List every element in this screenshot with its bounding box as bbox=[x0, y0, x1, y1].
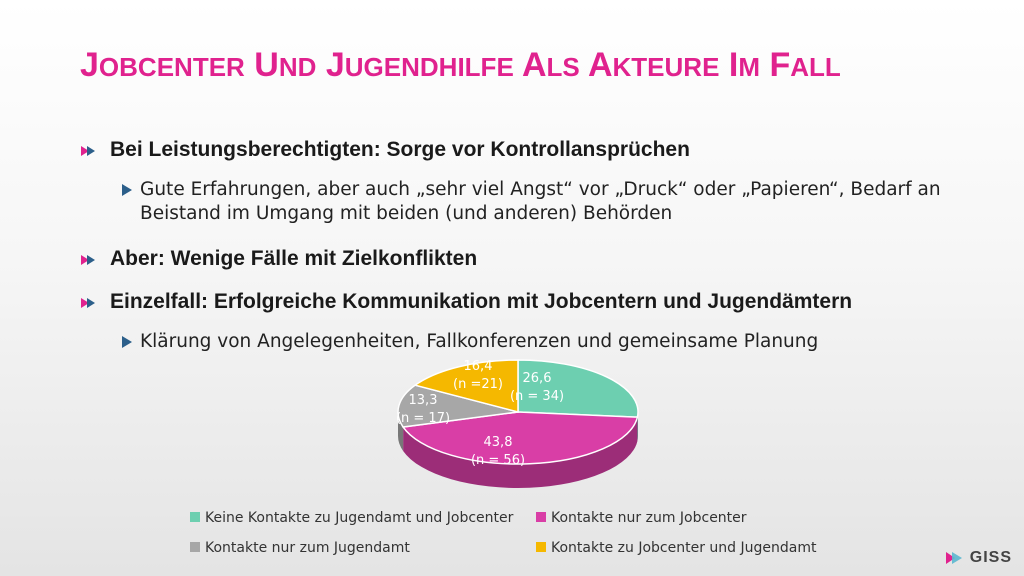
pie-slice bbox=[401, 411, 639, 465]
legend-item: Kontakte nur zum Jobcenter bbox=[536, 510, 747, 526]
legend-swatch bbox=[536, 512, 546, 522]
bullet-text: Einzelfall: Erfolgreiche Kommunikation m… bbox=[110, 290, 853, 313]
pie-n-label: (n = 17) bbox=[396, 411, 450, 426]
pie-n-label: (n =21) bbox=[453, 377, 503, 392]
pie-n-label: (n = 34) bbox=[510, 389, 564, 404]
pie-slice-side bbox=[398, 412, 404, 452]
legend-swatch bbox=[190, 542, 200, 552]
sub-bullet-text: Gute Erfahrungen, aber auch „sehr viel A… bbox=[140, 179, 941, 224]
giss-logo-icon bbox=[945, 552, 962, 564]
giss-logo: GISS bbox=[944, 548, 1012, 568]
pie-chart: 26,6 (n = 34) 43,8 (n = 56) 13,3 (n = 17) 16,4… bbox=[396, 359, 639, 488]
legend-label: Kontakte zu Jobcenter und Jugendamt bbox=[551, 540, 817, 556]
pie-value-label: 43,8 bbox=[484, 435, 513, 450]
legend-swatch bbox=[190, 512, 200, 522]
pie-n-label: (n = 56) bbox=[471, 453, 525, 468]
triangle-bullet-icon bbox=[122, 184, 132, 196]
pie-slice bbox=[397, 384, 519, 428]
bullet-icon bbox=[81, 146, 95, 156]
sub-bullet-text: Klärung von Angelegenheiten, Fallkonfere… bbox=[140, 331, 819, 352]
legend-label: Kontakte nur zum Jugendamt bbox=[205, 540, 410, 556]
slide-title: JOBCENTER UND JUGENDHILFE ALS AKTEURE IM… bbox=[80, 46, 841, 84]
pie-slice bbox=[413, 359, 519, 413]
pie-value-label: 26,6 bbox=[523, 371, 552, 386]
pie-value-label: 13,3 bbox=[409, 393, 438, 408]
legend-item: Keine Kontakte zu Jugendamt und Jobcente… bbox=[190, 510, 513, 526]
bullet-icon bbox=[81, 255, 95, 265]
bullet-icon bbox=[81, 298, 95, 308]
legend-swatch bbox=[536, 542, 546, 552]
bullet-text: Aber: Wenige Fälle mit Zielkonflikten bbox=[110, 247, 478, 270]
bullet-text: Bei Leistungsberechtigten: Sorge vor Kon… bbox=[110, 138, 690, 161]
pie-slice bbox=[517, 359, 639, 418]
legend-label: Keine Kontakte zu Jugendamt und Jobcente… bbox=[205, 510, 514, 526]
triangle-bullet-icon bbox=[122, 336, 132, 348]
legend-item: Kontakte zu Jobcenter und Jugendamt bbox=[536, 540, 816, 556]
logo-text: GISS bbox=[969, 549, 1012, 566]
legend-label: Kontakte nur zum Jobcenter bbox=[551, 510, 747, 526]
pie-value-label: 16,4 bbox=[464, 359, 493, 374]
legend-item: Kontakte nur zum Jugendamt bbox=[190, 540, 410, 556]
pie-slice-side bbox=[403, 417, 638, 488]
